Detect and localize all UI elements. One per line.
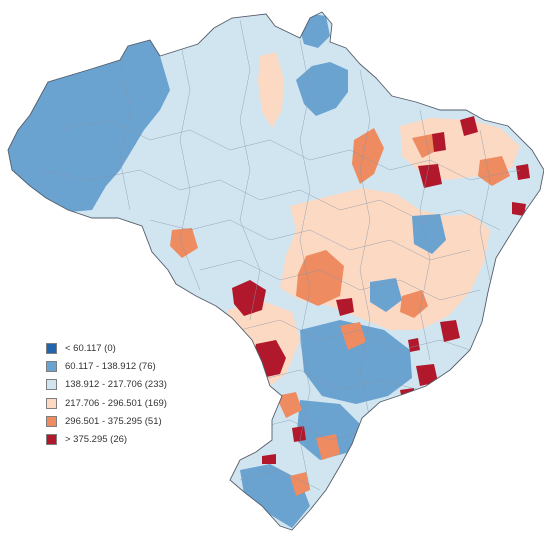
legend-label: 138.912 - 217.706 (233) xyxy=(65,379,167,391)
legend-item: > 375.295 (26) xyxy=(46,431,216,448)
region-class-5 xyxy=(340,322,366,350)
region-class-5 xyxy=(412,134,438,158)
region-class-2 xyxy=(370,278,402,312)
region-class-6 xyxy=(512,202,526,216)
region-class-4 xyxy=(258,52,284,128)
legend-label: 296.501 - 375.295 (51) xyxy=(65,415,162,427)
legend-item: 60.117 - 138.912 (76) xyxy=(46,358,216,375)
region-class-5 xyxy=(296,250,344,306)
region-class-5 xyxy=(290,472,310,496)
legend-item: 296.501 - 375.295 (51) xyxy=(46,413,216,430)
choropleth-regions xyxy=(8,14,530,528)
legend-label: > 375.295 (26) xyxy=(65,433,128,445)
region-class-2 xyxy=(412,214,446,254)
region-class-5 xyxy=(276,392,302,418)
region-class-2 xyxy=(300,320,412,404)
region-class-6 xyxy=(292,426,306,442)
legend-item: < 60.117 (0) xyxy=(46,340,216,357)
region-class-6 xyxy=(432,132,446,152)
region-class-6 xyxy=(408,338,420,352)
region-class-6 xyxy=(400,388,414,400)
region-class-2 xyxy=(296,400,360,460)
region-class-6 xyxy=(232,280,266,316)
boundary-lines xyxy=(39,19,521,491)
legend-item: 217.706 - 296.501 (169) xyxy=(46,395,216,412)
region-class-5 xyxy=(316,434,340,460)
legend-label: 217.706 - 296.501 (169) xyxy=(65,397,167,409)
region-class-6 xyxy=(440,320,460,342)
region-class-6 xyxy=(516,164,530,180)
region-class-5 xyxy=(478,156,510,186)
region-class-6 xyxy=(336,298,354,316)
region-class-2 xyxy=(296,62,348,116)
legend-swatch xyxy=(46,433,57,445)
region-class-5 xyxy=(170,228,198,258)
legend-swatch xyxy=(46,361,57,373)
legend-swatch xyxy=(46,397,57,409)
region-class-6 xyxy=(460,116,478,136)
legend-swatch xyxy=(46,379,57,391)
legend-label: 60.117 - 138.912 (76) xyxy=(65,361,156,373)
legend-label: < 60.117 (0) xyxy=(65,343,116,354)
region-class-6 xyxy=(416,364,438,386)
region-class-6 xyxy=(418,164,442,188)
region-class-2 xyxy=(8,40,170,212)
region-class-5 xyxy=(400,290,428,318)
legend-item: 138.912 - 217.706 (233) xyxy=(46,376,216,393)
legend-swatch xyxy=(46,415,57,427)
region-class-6 xyxy=(262,454,276,464)
map-legend: < 60.117 (0) 60.117 - 138.912 (76) 138.9… xyxy=(46,340,216,449)
legend-swatch xyxy=(46,343,57,354)
